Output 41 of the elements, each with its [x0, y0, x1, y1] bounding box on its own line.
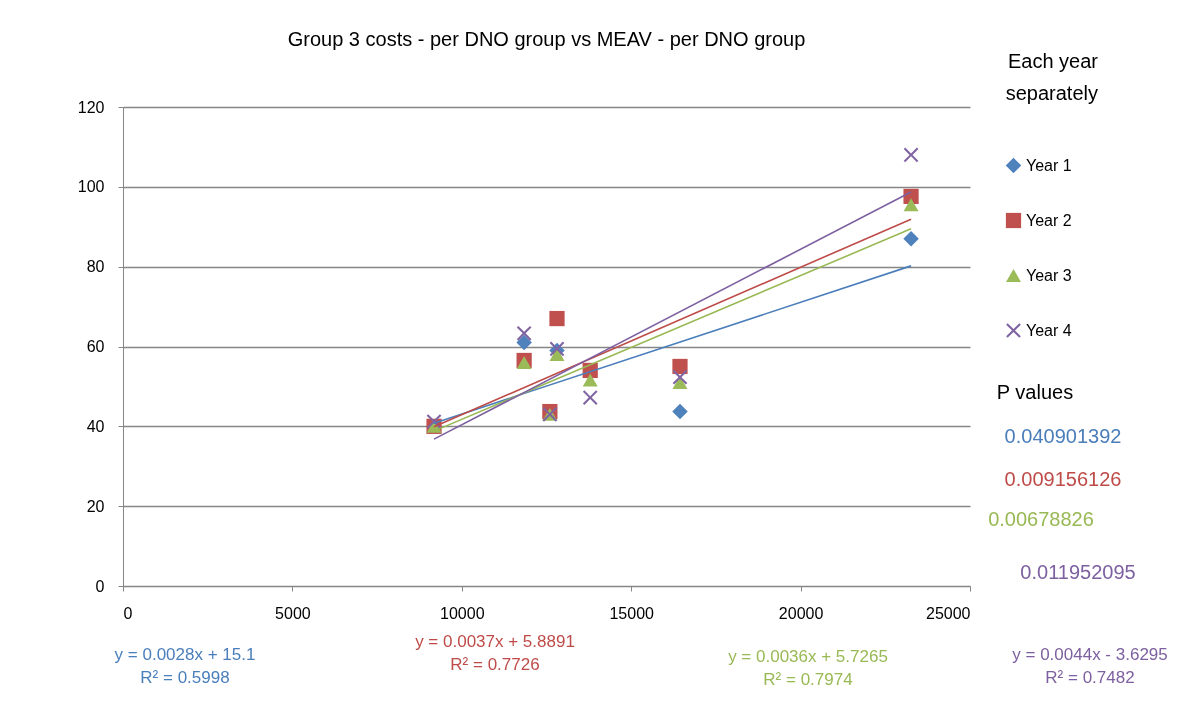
y-tick-label: 20 — [86, 497, 105, 515]
point — [516, 334, 532, 351]
point — [549, 348, 565, 361]
point — [903, 147, 919, 163]
point — [582, 373, 598, 387]
x-tick-label: 20000 — [778, 604, 824, 622]
point — [903, 230, 919, 247]
x-tick-label: 25000 — [926, 604, 971, 622]
point — [672, 369, 688, 385]
point — [903, 198, 919, 212]
text: 0.009156126 — [1004, 468, 1122, 490]
text: y = 0.0044x - 3.6295 R² = 0.7482 — [1012, 645, 1168, 687]
text: y = 0.0028x + 15.1 R² = 0.5998 — [114, 645, 256, 687]
y-tick-label: 80 — [86, 258, 105, 276]
point — [516, 356, 532, 369]
legend-label: Year 3 — [1026, 266, 1072, 284]
text: y = 0.0037x + 5.8891 R² = 0.7726 — [415, 632, 575, 674]
x-tick-label: 15000 — [609, 604, 655, 622]
text: P values — [996, 381, 1074, 403]
chart-title: Group 3 costs - per DNO group vs MEAV - per DNO group — [287, 28, 806, 50]
point — [516, 326, 532, 341]
text: 0.040901392 — [1004, 425, 1122, 447]
text: 0.00678826 — [988, 508, 1094, 530]
legend-label: Year 2 — [1026, 211, 1072, 229]
point — [672, 403, 688, 420]
x-tick-label: 10000 — [440, 604, 485, 622]
legend-label: Year 4 — [1026, 321, 1072, 339]
y-tick-label: 120 — [77, 98, 105, 116]
x-tick-label: 0 — [123, 604, 133, 622]
text: 0.011952095 — [1020, 561, 1136, 583]
point — [672, 358, 688, 375]
y-tick-label: 40 — [86, 417, 105, 435]
text: y = 0.0036x + 5.7265 R² = 0.7974 — [728, 647, 888, 689]
legend-label: Year 1 — [1026, 156, 1072, 174]
y-tick-label: 60 — [86, 338, 105, 355]
x-tick-label: 5000 — [275, 604, 311, 622]
y-tick-label: 0 — [95, 577, 105, 595]
point — [582, 390, 598, 405]
point — [549, 310, 565, 327]
y-tick-label: 100 — [77, 178, 105, 196]
legend-title: Each year separately — [1005, 50, 1099, 104]
